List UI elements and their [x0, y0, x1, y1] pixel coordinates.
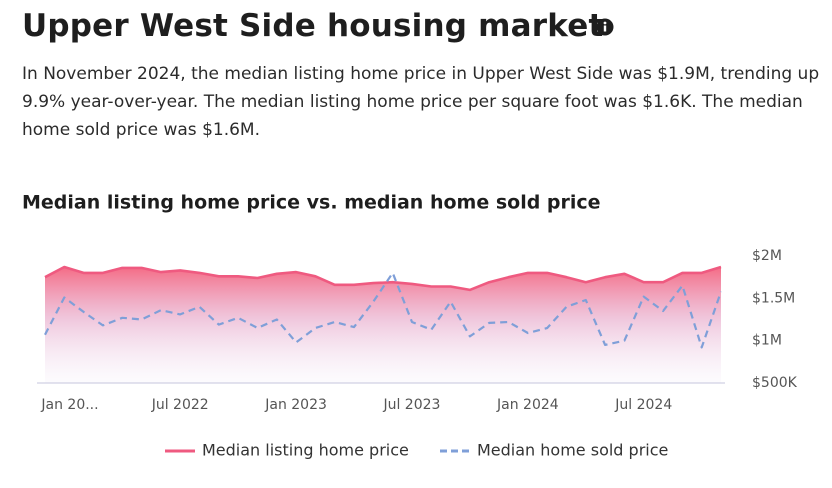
- y-tick-label: $1M: [752, 333, 782, 349]
- info-icon[interactable]: [596, 18, 614, 36]
- x-tick-label: Jan 20...: [40, 397, 98, 413]
- info-bar: [603, 25, 607, 32]
- legend-label: Median home sold price: [477, 441, 668, 460]
- y-tick-label: $1.5M: [752, 290, 795, 306]
- x-tick-label: Jul 2022: [151, 397, 209, 413]
- x-tick-label: Jan 2024: [496, 397, 559, 413]
- x-tick-label: Jan 2023: [264, 397, 327, 413]
- chart-title: Median listing home price vs. median hom…: [22, 192, 601, 214]
- x-tick-label: Jul 2024: [614, 397, 672, 413]
- legend-label: Median listing home price: [202, 441, 409, 460]
- x-tick-label: Jul 2023: [382, 397, 440, 413]
- info-dot: [603, 21, 607, 25]
- y-tick-label: $500K: [752, 375, 798, 391]
- area: [45, 267, 721, 383]
- page-title: Upper West Side housing market: [22, 8, 604, 44]
- y-tick-label: $2M: [752, 248, 782, 264]
- description: In November 2024, the median listing hom…: [22, 64, 820, 140]
- line: [44, 271, 723, 349]
- line: [44, 265, 722, 292]
